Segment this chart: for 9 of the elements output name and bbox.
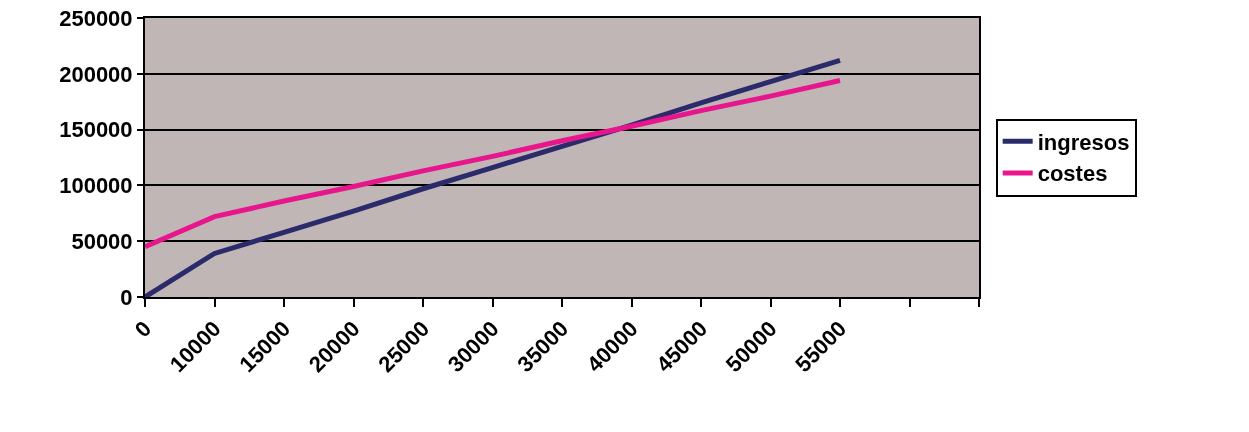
y-tick-label: 200000: [59, 61, 133, 87]
y-tick-label: 50000: [71, 228, 133, 254]
y-tick-label: 100000: [59, 173, 133, 199]
y-tick-label: 150000: [59, 117, 133, 143]
y-tick-label: 0: [120, 284, 133, 310]
legend-label: ingresos: [1037, 129, 1130, 155]
y-tick-label: 250000: [59, 5, 133, 31]
x-tick-label: 0: [129, 316, 157, 343]
legend-label: costes: [1037, 161, 1108, 187]
